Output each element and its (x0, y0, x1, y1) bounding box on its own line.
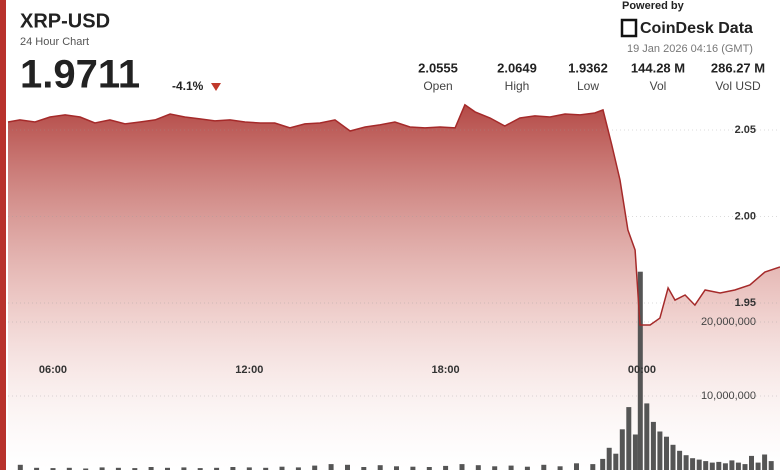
volume-bar (600, 458, 606, 470)
volume-bar (263, 467, 269, 470)
volume-bar (735, 462, 741, 470)
x-tick-label: 18:00 (432, 364, 460, 376)
stats: 2.0555 Open 2.0649 High 1.9362 Low 144.28 M Vol… (418, 60, 765, 93)
volume-bar (345, 464, 350, 470)
volume-bar (742, 464, 748, 470)
volume-bar (590, 464, 596, 470)
volume-bar (377, 465, 383, 470)
price-line (7, 103, 780, 326)
volume-bar (328, 464, 334, 470)
down-arrow (211, 83, 221, 91)
stat-value: 1.9362 (568, 60, 608, 75)
volume-bar (99, 467, 105, 470)
stat-value: 2.0649 (497, 60, 537, 75)
volume-bar (657, 431, 663, 470)
side-strip (0, 0, 6, 470)
price: 1.9711 (20, 53, 140, 97)
volume-bar (703, 461, 709, 470)
plot: 06:00 12:00 18:00 00:00 2.05 2.00 1.95 10,000,0… (7, 103, 780, 470)
volume-bar (312, 465, 318, 470)
volume-bar (683, 455, 689, 470)
x-tick-label: 00:00 (628, 364, 656, 376)
volume-bar (214, 467, 220, 470)
volume-bar (279, 466, 285, 470)
volume-bar (709, 462, 715, 470)
stat-label: Open (423, 79, 452, 93)
volume-bar (574, 463, 579, 470)
price-area (8, 104, 780, 470)
change: -4.1% (172, 79, 204, 93)
volume-bar (66, 467, 72, 470)
volume-bar (722, 463, 728, 470)
volume-bar (83, 468, 89, 470)
volume-bar (557, 466, 563, 470)
stat-label: Vol USD (715, 79, 761, 93)
volume-bar (716, 461, 722, 470)
volume-bar (34, 467, 40, 470)
volume-bar (632, 434, 638, 470)
volume-bar (17, 464, 23, 470)
volume-bar (524, 466, 530, 470)
volume-bar (492, 466, 498, 470)
powered-by: Powered by (622, 0, 685, 12)
x-tick-label: 06:00 (39, 364, 67, 376)
y-tick-label: 1.95 (735, 297, 756, 309)
volume-bar (650, 421, 656, 470)
stat-label: Low (577, 79, 599, 93)
volume-bar (181, 467, 187, 470)
volume-bar (768, 461, 774, 470)
volume-bar (677, 450, 683, 470)
volume-bar (644, 403, 650, 470)
volume-bar (696, 459, 702, 470)
volume-bar (619, 429, 625, 470)
volume-bar (246, 467, 252, 470)
volume-bar (729, 460, 735, 470)
y-tick-label: 2.00 (735, 210, 756, 222)
y2-tick-label: 20,000,000 (701, 316, 756, 328)
stat-value: 2.0555 (418, 60, 458, 75)
volume-bar (197, 468, 203, 470)
volume-bar (690, 458, 696, 470)
volume-bar (749, 455, 754, 470)
x-tick-label: 12:00 (235, 364, 263, 376)
brand-icon (620, 18, 638, 38)
volume-bar (443, 465, 449, 470)
volume-bar (394, 466, 399, 470)
volume-bar (613, 453, 619, 470)
volume-bar (606, 447, 612, 470)
volume-bar (664, 436, 669, 470)
volume-bar (541, 464, 547, 470)
stat-value: 144.28 M (631, 60, 685, 75)
volume-bar (626, 407, 632, 470)
volume-bar (410, 466, 416, 470)
volume-bar (755, 462, 761, 470)
volume-bar (762, 454, 768, 470)
volume-bar (670, 444, 676, 470)
volume-bar (475, 465, 481, 470)
volume-bar (459, 464, 465, 470)
stat-label: Vol (650, 79, 667, 93)
volume-bar (637, 271, 643, 470)
chart-title: XRP-USD (20, 10, 110, 32)
volume-bar (426, 467, 432, 470)
subtitle: 24 Hour Chart (20, 36, 89, 48)
volume-bar (508, 465, 514, 470)
y-tick-label: 2.05 (735, 124, 756, 136)
volume-bar (115, 467, 121, 470)
volume-bar (165, 467, 170, 470)
timestamp: 19 Jan 2026 04:16 (GMT) (627, 43, 753, 55)
volume-bar (361, 467, 367, 470)
volume-bar (295, 467, 301, 470)
brand: CoinDesk Data (640, 20, 753, 37)
stat-label: High (505, 79, 530, 93)
stat-value: 286.27 M (711, 60, 765, 75)
volume-bar (148, 467, 154, 470)
y2-tick-label: 10,000,000 (701, 390, 756, 402)
volume-bar (230, 467, 236, 470)
volume-bar (132, 468, 138, 470)
volume-bar (50, 468, 56, 470)
